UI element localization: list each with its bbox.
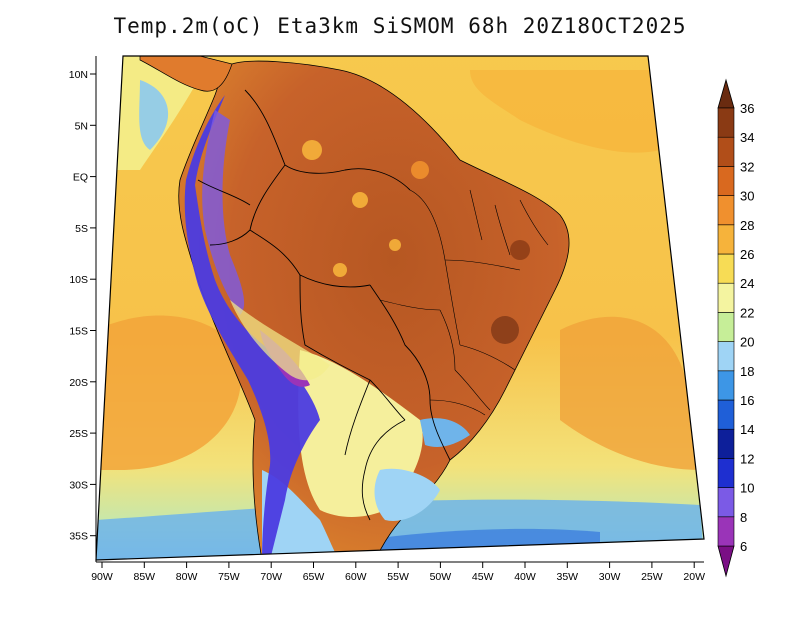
pacific-warm-region — [96, 315, 242, 470]
colorbar-swatch — [717, 341, 735, 372]
colorbar-swatch — [717, 516, 735, 547]
map-field — [96, 56, 704, 560]
lon-tick-label: 85W — [134, 571, 156, 583]
lat-tick-label: EQ — [73, 172, 88, 184]
colorbar-swatch — [717, 428, 735, 459]
colorbar-label: 14 — [740, 422, 754, 437]
colorbar-label: 30 — [740, 189, 754, 204]
colorbar-swatch — [717, 253, 735, 284]
colorbar-legend: 6 8 10 12 14 16 18 20 22 24 26 28 30 32 34 36 — [717, 78, 754, 578]
longitude-ticks: 90W 85W 80W 75W 70W 65W 60W 55W 50W 45W 40W 35W 30W 2… — [91, 562, 705, 583]
lon-tick-label: 20W — [683, 571, 705, 583]
serra-cool-region — [420, 418, 470, 447]
amazon-patch — [389, 239, 401, 251]
colorbar-label: 8 — [740, 510, 747, 525]
lon-tick-label: 75W — [218, 571, 240, 583]
lon-tick-label: 40W — [514, 571, 536, 583]
andes-cold-region — [184, 95, 320, 560]
country-borders — [197, 89, 451, 521]
lat-tick-label: 15S — [69, 326, 88, 338]
colorbar-swatch — [717, 370, 735, 401]
lat-tick-label: 5S — [75, 223, 88, 235]
colorbar-label: 10 — [740, 481, 754, 496]
colorbar-swatch — [717, 136, 735, 167]
colorbar-label: 22 — [740, 305, 754, 320]
lat-tick-label: 5N — [75, 120, 88, 132]
colorbar-top-arrow — [717, 78, 735, 109]
colorbar-swatch — [717, 107, 735, 138]
colorbar-swatch — [717, 282, 735, 313]
colorbar-label: 32 — [740, 159, 754, 174]
colorbar-label: 24 — [740, 276, 754, 291]
map-title: Temp.2m(oC) Eta3km SiSMOM 68h 20Z18OCT20… — [113, 14, 687, 38]
lat-tick-label: 10N — [69, 69, 88, 81]
uruguay-cool-region — [374, 468, 440, 521]
lon-tick-label: 65W — [303, 571, 325, 583]
state-borders — [379, 189, 549, 416]
amazon-patch — [302, 140, 322, 160]
colorbar-label: 28 — [740, 218, 754, 233]
amazon-patch — [411, 161, 429, 179]
lat-tick-label: 25S — [69, 428, 88, 440]
map-frame — [95, 55, 705, 561]
colorbar-label: 36 — [740, 101, 754, 116]
colorbar-swatch — [717, 458, 735, 488]
nordeste-hot-patch — [510, 240, 530, 260]
colorbar-label: 20 — [740, 335, 754, 350]
colorbar-label: 6 — [740, 539, 747, 554]
lon-tick-label: 35W — [557, 571, 579, 583]
pacific-cool-region — [139, 80, 169, 150]
colorbar-swatch — [717, 166, 735, 196]
lon-tick-label: 70W — [260, 571, 282, 583]
central-america-land — [139, 56, 233, 92]
andes-cold-inner — [202, 110, 245, 315]
lat-tick-label: 35S — [69, 531, 88, 543]
colorbar-bottom-arrow — [717, 545, 735, 578]
colorbar-label: 16 — [740, 393, 754, 408]
colorbar-swatch — [717, 312, 735, 342]
colorbar-swatch — [717, 399, 735, 430]
lon-tick-label: 90W — [91, 571, 113, 583]
amazon-patch — [333, 263, 347, 277]
atlantic-north-region — [470, 70, 660, 153]
lon-tick-label: 55W — [387, 571, 409, 583]
lon-tick-label: 80W — [176, 571, 198, 583]
latitude-ticks: 10N 5N EQ 5S 10S 15S 20S 25S 30S 35S — [69, 69, 96, 543]
lon-tick-label: 60W — [345, 571, 367, 583]
andes-foothills-mild — [230, 300, 330, 381]
colorbar-swatch — [717, 487, 735, 518]
lon-tick-label: 50W — [430, 571, 452, 583]
lon-tick-label: 25W — [641, 571, 663, 583]
colorbar-swatch — [717, 224, 735, 255]
colorbar-label: 26 — [740, 247, 754, 262]
colorbar-label: 12 — [740, 451, 754, 466]
lat-tick-label: 20S — [69, 377, 88, 389]
colorbar-label: 34 — [740, 130, 754, 145]
amazon-patch — [352, 192, 368, 208]
nordeste-hot-patch — [491, 316, 519, 344]
lon-tick-label: 45W — [472, 571, 494, 583]
colorbar-label: 18 — [740, 364, 754, 379]
colorbar-swatch — [717, 195, 735, 226]
atlantic-south-region — [560, 316, 700, 470]
lon-tick-label: 30W — [599, 571, 621, 583]
lat-tick-label: 10S — [69, 274, 88, 286]
lat-tick-label: 30S — [69, 479, 88, 491]
